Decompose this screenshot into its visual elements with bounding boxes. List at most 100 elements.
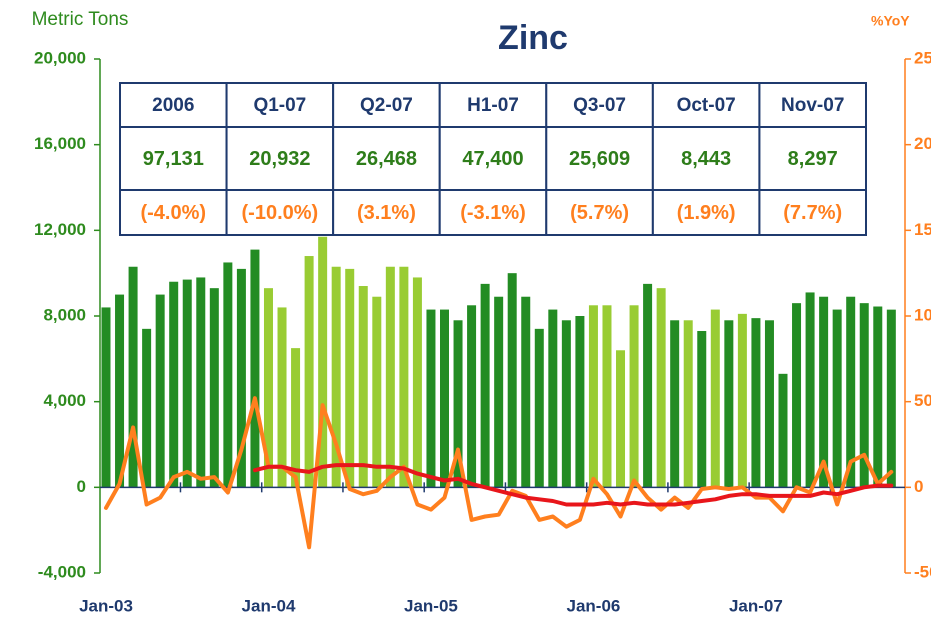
table-changes: (5.7%): [570, 202, 629, 224]
bar: [453, 320, 463, 488]
table-cell: [438, 189, 548, 236]
table-cell: [225, 82, 335, 128]
table-changes: (7.7%): [783, 202, 842, 224]
chart-title: Zinc: [498, 19, 568, 57]
bar: [683, 320, 693, 488]
table-cell: [225, 189, 335, 236]
table-changes: (1.9%): [677, 202, 736, 224]
table-values: 97,131: [143, 148, 204, 170]
bar: [426, 309, 436, 488]
bar: [534, 328, 544, 488]
y-tick-label: -4,000: [38, 562, 86, 581]
y2-tick-label: 200: [914, 134, 931, 153]
table-header: Nov-07: [781, 95, 844, 116]
bar: [561, 320, 571, 488]
table-header: H1-07: [467, 95, 519, 116]
table-cell: [119, 126, 228, 191]
table-cell: [332, 189, 441, 236]
bar: [480, 283, 490, 488]
bar: [494, 296, 504, 488]
bar: [575, 316, 585, 488]
table-values: 47,400: [462, 148, 523, 170]
y-tick-label: 16,000: [34, 134, 86, 153]
table-header: Oct-07: [677, 95, 736, 116]
table-header: Q1-07: [253, 95, 306, 116]
y2-tick-label: 250: [914, 48, 931, 67]
table-changes: (-10.0%): [242, 202, 319, 224]
bar: [318, 236, 328, 488]
bar: [128, 266, 138, 488]
y-tick-label: 4,000: [43, 391, 86, 410]
bar: [196, 277, 206, 488]
bar: [792, 303, 802, 488]
line: [252, 463, 894, 507]
bar: [358, 286, 368, 488]
bar: [670, 320, 680, 488]
x-tick-label: Jan-03: [79, 596, 133, 615]
bar: [507, 273, 517, 488]
y-tick-label: 20,000: [34, 48, 86, 67]
table-cell: [651, 82, 761, 128]
bar: [155, 294, 165, 488]
table-cell: [438, 82, 548, 128]
bar: [643, 283, 653, 488]
bar: [832, 309, 842, 488]
bar: [412, 277, 422, 488]
bar: [697, 330, 707, 488]
table-cell: [438, 126, 548, 191]
bar: [142, 328, 152, 488]
bar: [805, 292, 815, 488]
bar: [263, 288, 273, 488]
y-tick-label: 12,000: [34, 220, 86, 239]
y-axis-label: Metric Tons: [32, 9, 129, 30]
table-cell: [758, 126, 868, 191]
x-tick-label: Jan-05: [404, 596, 458, 615]
bar: [710, 309, 720, 488]
bar: [115, 294, 125, 488]
bar: [467, 305, 477, 488]
bar: [101, 307, 111, 488]
table-changes: (-3.1%): [460, 202, 526, 224]
bar: [440, 309, 449, 488]
y2-tick-label: 150: [914, 220, 931, 239]
bar: [751, 318, 761, 488]
table-header: Q3-07: [573, 95, 626, 116]
x-tick-label: Jan-06: [567, 596, 621, 615]
bar: [331, 266, 341, 488]
bar: [724, 320, 734, 488]
table-cell: [758, 82, 868, 128]
table-cell: [545, 126, 654, 191]
bar: [819, 296, 829, 488]
bar: [629, 305, 639, 488]
bar: [304, 256, 314, 488]
bar: [873, 306, 883, 488]
bar: [372, 296, 382, 488]
table-changes: (-4.0%): [140, 202, 206, 224]
y2-tick-label: 100: [914, 305, 931, 324]
bar: [250, 249, 260, 488]
bar: [616, 350, 626, 488]
bar: [859, 303, 869, 488]
bar: [291, 348, 301, 488]
bar: [602, 305, 612, 488]
y-tick-label: 8,000: [43, 305, 86, 324]
table-values: 8,297: [788, 148, 838, 170]
bar: [345, 268, 355, 488]
bar: [182, 279, 192, 488]
bar: [548, 309, 558, 488]
table-cell: [651, 189, 761, 236]
table-header: Q2-07: [360, 95, 413, 116]
y2-tick-label: 0: [914, 477, 923, 496]
y2-axis-label: %YoY: [871, 13, 910, 29]
bar: [385, 266, 395, 488]
table-values: 26,468: [356, 148, 417, 170]
table-values: 8,443: [681, 148, 731, 170]
table-values: 25,609: [569, 148, 630, 170]
bar: [209, 288, 219, 488]
bar: [588, 305, 598, 488]
bar: [277, 307, 287, 488]
bar: [886, 309, 896, 488]
table-changes: (3.1%): [357, 202, 416, 224]
table-cell: [651, 126, 761, 191]
